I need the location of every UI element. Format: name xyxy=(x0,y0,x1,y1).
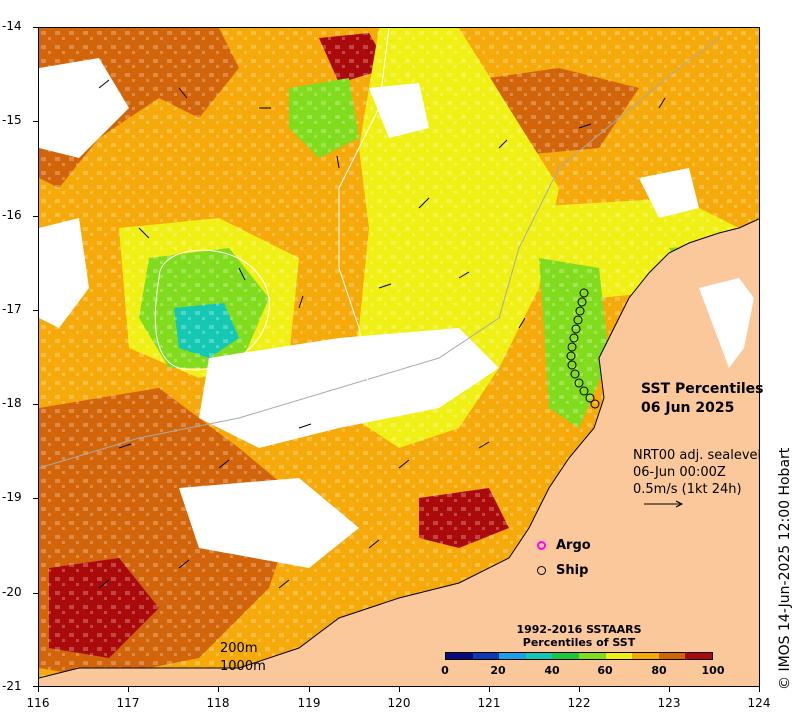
lon-tick xyxy=(759,687,760,692)
lat-tick xyxy=(33,593,38,594)
coastline xyxy=(39,218,759,679)
lon-tick xyxy=(669,687,670,692)
legend-argo: Argo xyxy=(537,538,591,553)
info-sealevel: NRT00 adj. sealevel xyxy=(633,448,762,463)
credit-text: © IMOS 14-Jun-2025 12:00 Hobart xyxy=(777,447,793,690)
lat-tick xyxy=(33,310,38,311)
colorbar-title: 1992-2016 SSTAARS Percentiles of SST xyxy=(445,623,713,649)
lon-label: 117 xyxy=(116,696,140,710)
lat-label: -21 xyxy=(2,679,22,693)
lon-label: 124 xyxy=(747,696,771,710)
colorbar-label: 40 xyxy=(544,664,560,677)
vector-info: NRT00 adj. sealevel 06-Jun 00:00Z 0.5m/s… xyxy=(633,447,761,498)
colorbar xyxy=(445,652,713,660)
lon-tick xyxy=(309,687,310,692)
depth-legend: 200m 1000m xyxy=(220,640,266,676)
lat-label: -16 xyxy=(2,208,22,222)
colorbar-swatch xyxy=(632,653,659,659)
sst-field xyxy=(39,28,759,686)
lon-label: 121 xyxy=(477,696,501,710)
lon-tick xyxy=(399,687,400,692)
lat-tick xyxy=(33,498,38,499)
colorbar-swatch xyxy=(525,653,553,659)
info-time: 06-Jun 00:00Z xyxy=(633,465,726,480)
colorbar-swatch xyxy=(472,653,500,659)
title-date: 06 Jun 2025 xyxy=(641,400,735,416)
map-title: SST Percentiles 06 Jun 2025 xyxy=(641,380,764,418)
lon-label: 123 xyxy=(657,696,681,710)
scale-arrow-icon xyxy=(644,500,684,508)
depth-200m: 200m xyxy=(220,641,258,656)
colorbar-label: 80 xyxy=(651,664,667,677)
colorbar-swatch xyxy=(552,653,579,659)
colorbar-swatch xyxy=(685,653,712,659)
lat-label: -20 xyxy=(2,585,22,599)
colorbar-swatch xyxy=(605,653,633,659)
title-product: SST Percentiles xyxy=(641,381,764,397)
lat-tick xyxy=(33,216,38,217)
colorbar-label: 20 xyxy=(490,664,506,677)
ship-marker-icon xyxy=(537,566,546,575)
lon-label: 118 xyxy=(206,696,230,710)
colorbar-swatch xyxy=(499,653,526,659)
lon-label: 116 xyxy=(26,696,50,710)
colorbar-swatch xyxy=(446,653,473,659)
lat-tick xyxy=(33,686,38,687)
lat-tick xyxy=(33,404,38,405)
lat-label: -17 xyxy=(2,302,22,316)
legend-ship-label: Ship xyxy=(556,563,589,578)
colorbar-swatch xyxy=(578,653,606,659)
legend-argo-label: Argo xyxy=(556,538,591,553)
lat-label: -19 xyxy=(2,490,22,504)
lat-label: -18 xyxy=(2,396,22,410)
contour-1000m xyxy=(338,28,390,389)
lon-label: 119 xyxy=(297,696,321,710)
lon-label: 120 xyxy=(387,696,411,710)
lon-tick xyxy=(38,687,39,692)
colorbar-title-1: 1992-2016 SSTAARS xyxy=(516,623,642,636)
colorbar-label: 100 xyxy=(701,664,725,677)
depth-1000m: 1000m xyxy=(220,659,266,674)
lon-label: 122 xyxy=(567,696,591,710)
lon-tick xyxy=(489,687,490,692)
lon-tick xyxy=(579,687,580,692)
sst-map[interactable] xyxy=(38,27,760,687)
legend-ship: Ship xyxy=(537,563,588,578)
colorbar-label: 60 xyxy=(597,664,613,677)
land-australia xyxy=(39,218,759,686)
argo-marker-icon xyxy=(537,541,546,550)
colorbar-label: 0 xyxy=(441,664,449,677)
contour-200m xyxy=(39,37,720,469)
ship-track xyxy=(566,288,600,409)
lon-tick xyxy=(218,687,219,692)
lat-tick xyxy=(33,121,38,122)
land-bay-white xyxy=(699,278,754,368)
lon-tick xyxy=(128,687,129,692)
eddy-contour xyxy=(154,249,270,371)
lat-label: -15 xyxy=(2,113,22,127)
colorbar-swatch xyxy=(658,653,686,659)
lat-label: -14 xyxy=(2,19,22,33)
lat-tick xyxy=(33,27,38,28)
colorbar-title-2: Percentiles of SST xyxy=(522,636,636,649)
current-vectors xyxy=(98,79,666,589)
info-scale: 0.5m/s (1kt 24h) xyxy=(633,482,742,497)
